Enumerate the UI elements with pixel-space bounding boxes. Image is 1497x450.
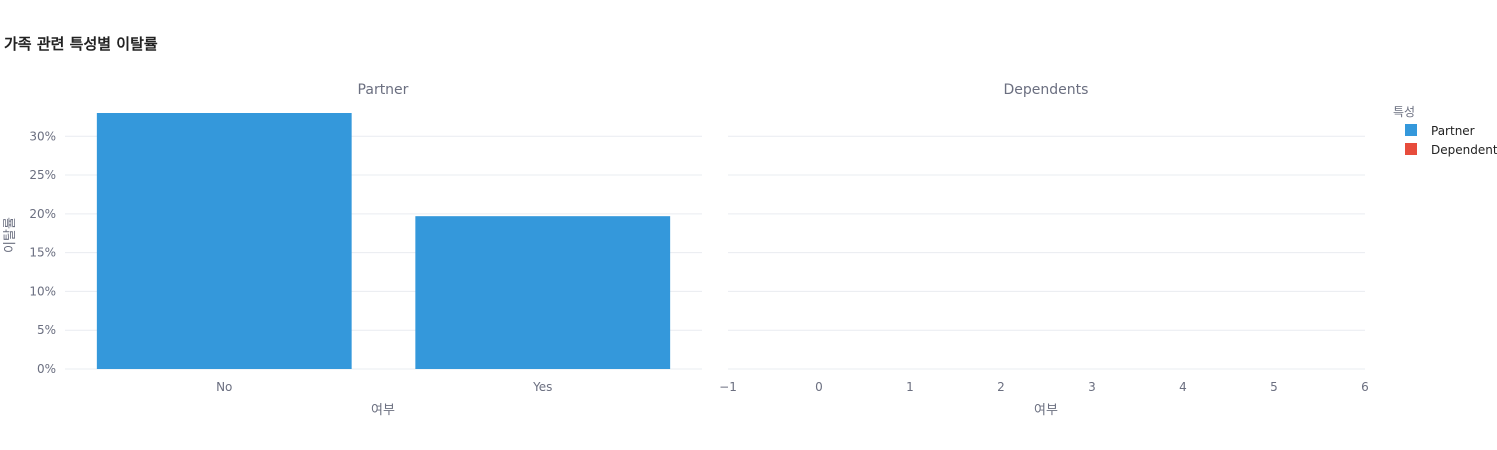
legend-swatch-dependents [1405,143,1417,155]
x-tick-label-dependents: 2 [997,380,1005,394]
x-tick-label-dependents: 0 [815,380,823,394]
legend-title: 특성 [1393,105,1415,119]
x-axis-title-dependents: 여부 [1034,403,1058,418]
legend-label-partner: Partner [1431,124,1475,138]
bars-partner [96,113,671,369]
legend: 특성 Partner Dependents [1393,105,1497,157]
chart-title: 가족 관련 특성별 이탈률 [4,35,158,53]
y-tick-label: 30% [29,129,56,143]
x-tick-label-dependents: −1 [719,380,737,394]
subplot-title-dependents: Dependents [1004,82,1089,98]
y-tick-label: 0% [37,362,56,376]
x-tick-label-dependents: 3 [1088,380,1096,394]
x-tick-labels-partner: No Yes [216,380,552,394]
legend-swatch-partner [1405,124,1417,136]
x-tick-labels-dependents: −1 0 1 2 3 4 5 6 [719,380,1369,394]
y-tick-label: 5% [37,323,56,337]
legend-item-partner[interactable]: Partner [1405,124,1475,138]
x-tick-label-dependents: 6 [1361,380,1369,394]
x-tick-label-dependents: 4 [1179,380,1187,394]
bar-partner-no[interactable] [96,113,352,369]
y-tick-label: 15% [29,246,56,260]
x-tick-label-partner: No [216,380,232,394]
y-tick-label: 20% [29,207,56,221]
y-tick-label: 10% [29,284,56,298]
bar-partner-yes[interactable] [415,216,671,369]
y-tick-label: 25% [29,168,56,182]
legend-label-dependents: Dependents [1431,143,1497,157]
x-tick-label-dependents: 5 [1270,380,1278,394]
legend-item-dependents[interactable]: Dependents [1405,143,1497,157]
x-tick-label-dependents: 1 [906,380,914,394]
x-axis-title-partner: 여부 [371,403,395,418]
gridlines-dependents [728,135,1365,370]
x-tick-label-partner: Yes [532,380,552,394]
y-axis-title: 이탈률 [3,217,18,253]
subplot-title-partner: Partner [358,82,409,98]
y-tick-labels: 0% 5% 10% 15% 20% 25% 30% [29,129,56,376]
